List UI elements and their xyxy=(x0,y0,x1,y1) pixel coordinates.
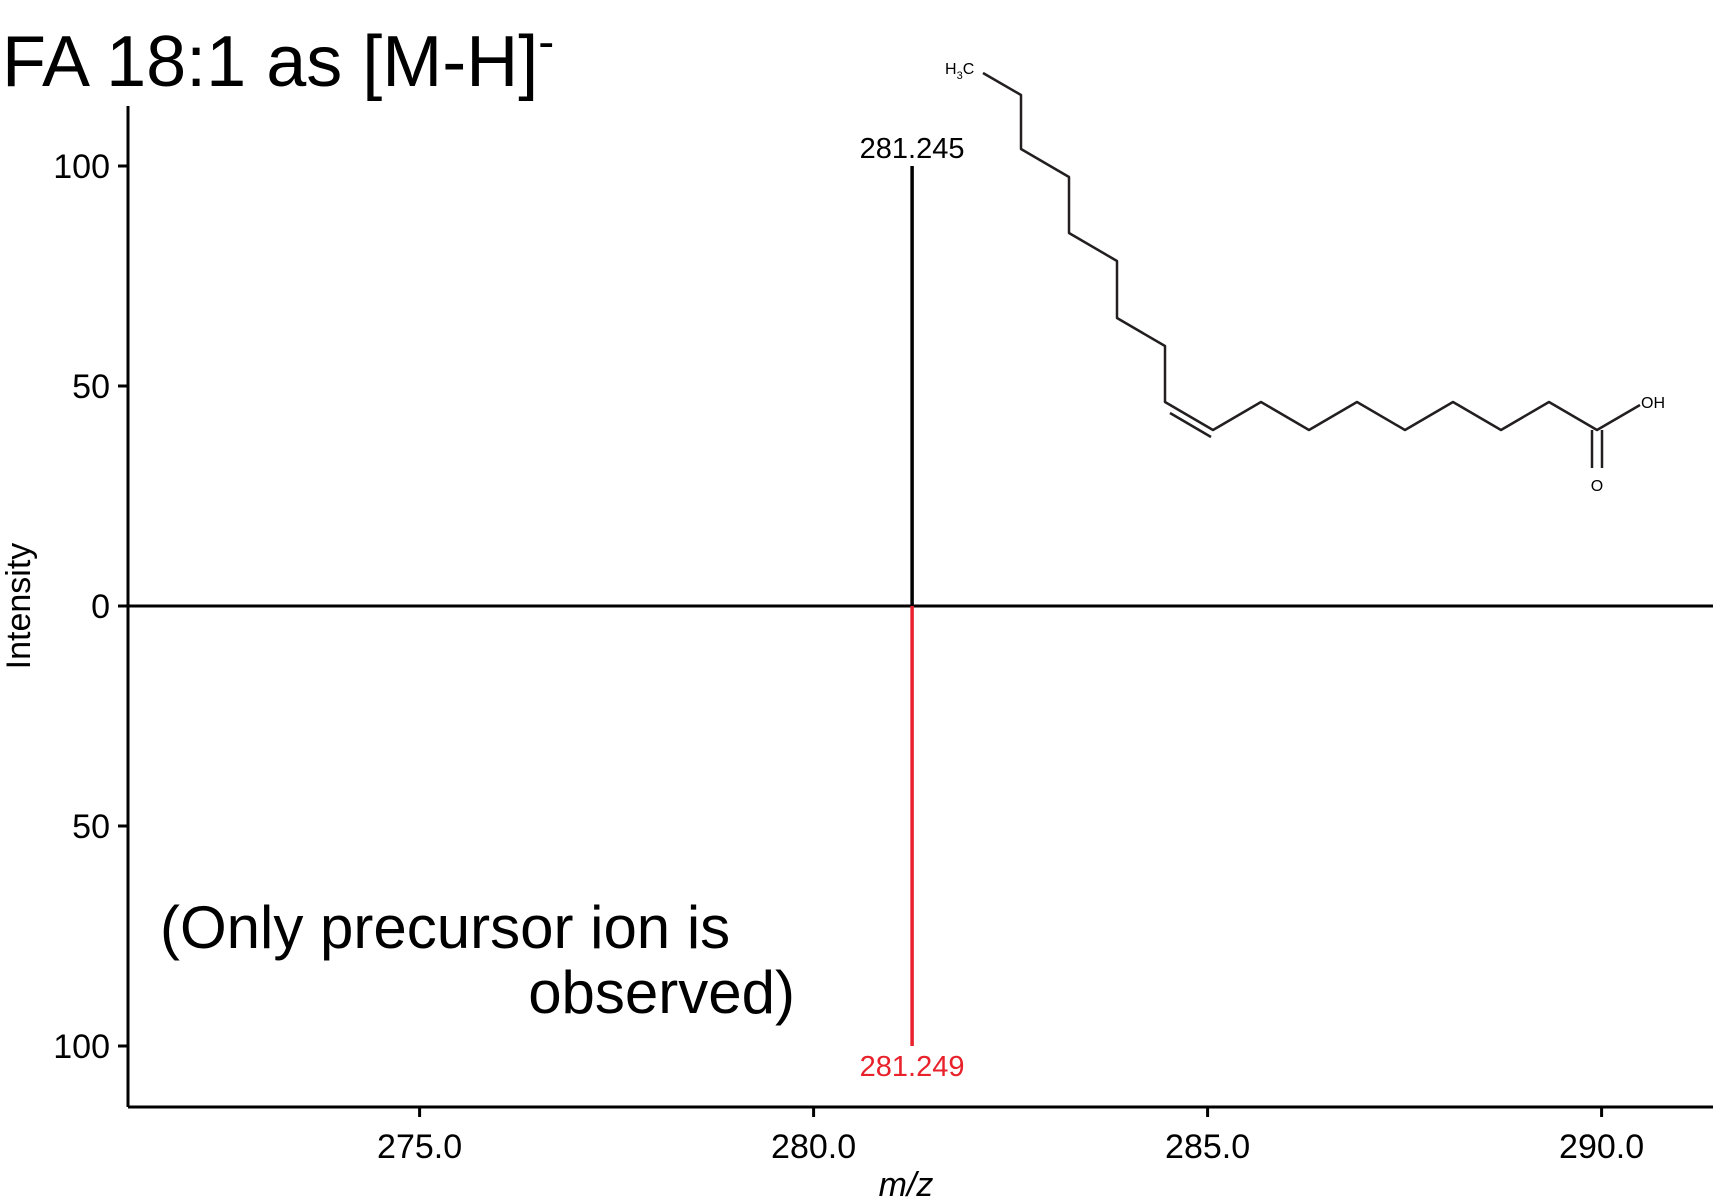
annotation-line-2: observed) xyxy=(528,959,795,1026)
oleic-acid-structure: H3C OH O xyxy=(945,61,1665,495)
x-tick-label: 275.0 xyxy=(377,1128,462,1166)
x-axis-title: m/z xyxy=(879,1166,934,1201)
x-axis-ticks: 275.0 280.0 285.0 290.0 xyxy=(377,1107,1644,1166)
y-tick-label: 50 xyxy=(72,808,110,846)
x-tick-label: 280.0 xyxy=(771,1128,856,1166)
hydroxyl-label: OH xyxy=(1641,395,1665,412)
y-tick-label: 100 xyxy=(53,1028,110,1066)
methyl-label: H3C xyxy=(945,61,974,82)
x-tick-label: 290.0 xyxy=(1559,1128,1644,1166)
cis-double-bond xyxy=(1169,411,1212,439)
spectrum-peaks: 281.245 281.249 xyxy=(860,133,965,1083)
y-axis-ticks: 100 50 0 50 100 xyxy=(53,148,128,1066)
x-tick-label: 285.0 xyxy=(1165,1128,1250,1166)
y-axis-title: Intensity xyxy=(0,543,38,670)
chart-title: FA 18:1 as [M-H]- xyxy=(2,16,554,102)
y-tick-label: 50 xyxy=(72,368,110,406)
y-tick-label: 0 xyxy=(91,588,110,626)
experimental-peak-label: 281.245 xyxy=(860,133,965,165)
carbonyl-oxygen-label: O xyxy=(1591,478,1603,495)
reference-peak-label: 281.249 xyxy=(860,1051,965,1083)
carbon-chain-bonds xyxy=(982,71,1641,432)
annotation-line-1: (Only precursor ion is xyxy=(160,894,730,961)
chart-title-superscript: - xyxy=(538,16,554,69)
y-tick-label: 100 xyxy=(53,148,110,186)
